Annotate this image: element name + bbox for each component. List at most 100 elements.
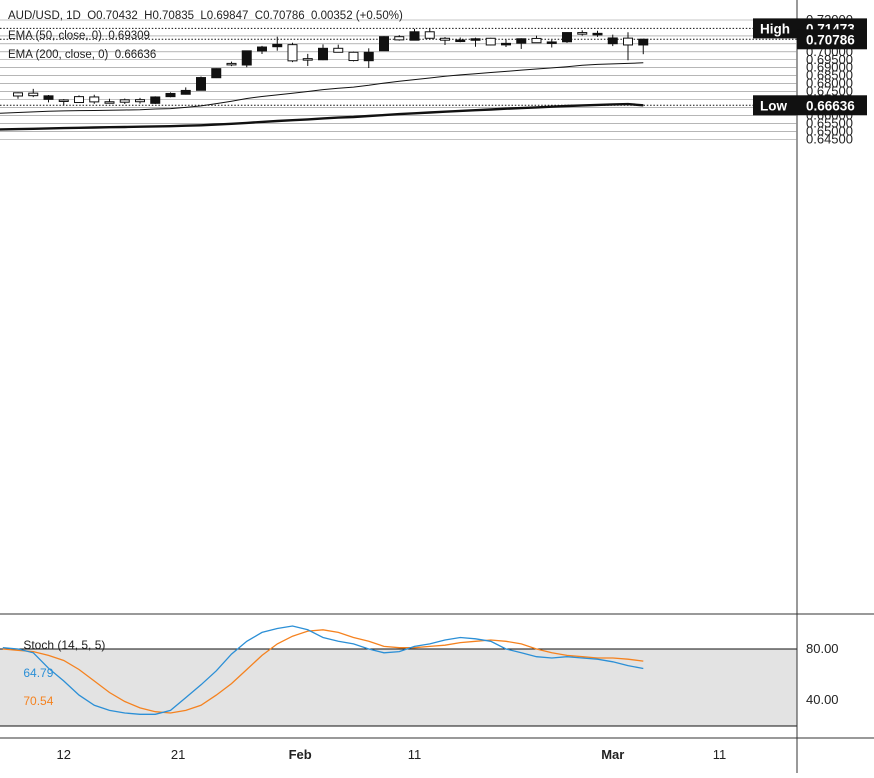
candle-body [257,46,267,52]
candle-bearish[interactable] [165,92,176,98]
low-badge-value: 0.66636 [806,98,855,113]
ema200-legend[interactable]: EMA (200, close, 0) 0.66636 [8,49,157,61]
candle-body [272,43,283,48]
candle-body [287,44,298,62]
time-tick-label: 11 [713,747,727,762]
candle-bullish[interactable] [577,30,588,36]
candle-body [302,58,313,61]
candle-bearish[interactable] [501,39,511,48]
candle-bearish[interactable] [562,32,572,43]
candle-body [363,51,374,62]
candle-bullish[interactable] [135,97,145,104]
candle-body [180,89,191,95]
candle-bullish[interactable] [287,42,298,63]
stoch-k-value: 64.79 [23,666,54,680]
candle-bearish[interactable] [318,44,328,61]
candle-bullish[interactable] [424,28,435,39]
candle-body [577,32,588,35]
price-grid [0,19,797,140]
last-price-badge-value: 0.70786 [806,32,855,47]
candle-body [470,38,481,41]
candle-body [165,92,176,98]
candle-bullish[interactable] [348,51,359,62]
candle-bullish[interactable] [531,35,542,44]
candle-bullish[interactable] [89,94,100,104]
candle-bearish[interactable] [455,37,466,43]
high-badge-label-box [753,18,797,39]
candle-bearish[interactable] [272,36,283,51]
candle-body [150,96,161,104]
price-tick-label: 0.68000 [806,76,853,91]
ema50-line [0,62,644,114]
candle-bearish[interactable] [363,48,374,69]
stoch-d-line [2,629,644,714]
price-tick-label: 0.67500 [806,84,853,99]
candle-body [394,36,405,41]
candle-body [196,77,206,91]
candle-bullish[interactable] [28,88,39,98]
candle-bullish[interactable] [333,44,344,53]
candle-bullish[interactable] [440,37,450,45]
candle-bearish[interactable] [470,37,481,47]
candle-bearish[interactable] [638,38,649,55]
low-badge: Low 0.66636 [753,95,867,116]
candle-bearish[interactable] [409,28,420,41]
candle-bearish[interactable] [241,50,252,68]
time-tick-label: 11 [408,747,422,762]
symbol-ohlc-legend[interactable]: AUD/USD, 1D O0.70432 H0.70835 L0.69847 C… [8,10,403,22]
candle-bearish[interactable] [150,96,161,104]
candle-body [485,37,496,46]
candle-layer[interactable] [13,28,649,106]
candle-bullish[interactable] [104,98,115,104]
stoch-legend[interactable]: Stoch (14, 5, 5) 64.79 70.54 [10,624,105,722]
candle-bullish[interactable] [394,35,405,41]
candle-body [333,47,344,53]
high-badge-label: High [760,21,790,36]
candle-bearish[interactable] [257,45,267,55]
candle-body [28,92,39,97]
candle-body [592,32,603,36]
price-tick-label: 0.69000 [806,60,853,75]
candle-body [211,68,222,79]
candle-body [409,31,420,41]
candle-bullish[interactable] [485,37,496,46]
candle-bearish[interactable] [43,95,54,103]
candle-body [135,99,145,103]
candle-bullish[interactable] [226,61,237,67]
candle-bearish[interactable] [607,34,618,47]
low-badge-value-box [797,95,867,116]
candle-bullish[interactable] [302,53,313,66]
ema50-legend[interactable]: EMA (50, close, 0) 0.69309 [8,30,150,42]
price-tick-label: 0.65000 [806,123,853,138]
stoch-name: Stoch (14, 5, 5) [23,638,106,652]
candle-bullish[interactable] [623,32,633,61]
candle-body [501,42,511,46]
candle-bearish[interactable] [516,38,527,49]
candle-body [562,32,572,43]
time-tick-label: 21 [171,747,185,762]
candle-bullish[interactable] [74,95,84,104]
candle-bearish[interactable] [211,68,222,79]
stoch-band [0,649,797,726]
time-tick-label: 12 [57,747,71,762]
price-tick-label: 0.65500 [806,115,853,130]
candle-bullish[interactable] [13,92,23,99]
ema-layer [0,62,644,131]
candle-bearish[interactable] [379,36,389,52]
candle-bearish[interactable] [546,39,557,48]
candle-bearish[interactable] [196,76,206,91]
candle-body [531,37,542,44]
candle-bullish[interactable] [58,99,69,106]
price-tick-label: 0.69500 [806,52,853,67]
candle-body [348,51,359,62]
candle-body [226,62,237,66]
price-tick-label: 0.64500 [806,131,853,146]
candle-bearish[interactable] [180,87,191,95]
candle-body [104,101,115,104]
candle-body [607,37,618,45]
price-tick-label: 0.68500 [806,68,853,83]
candle-bearish[interactable] [592,30,603,37]
candle-bullish[interactable] [119,98,130,104]
